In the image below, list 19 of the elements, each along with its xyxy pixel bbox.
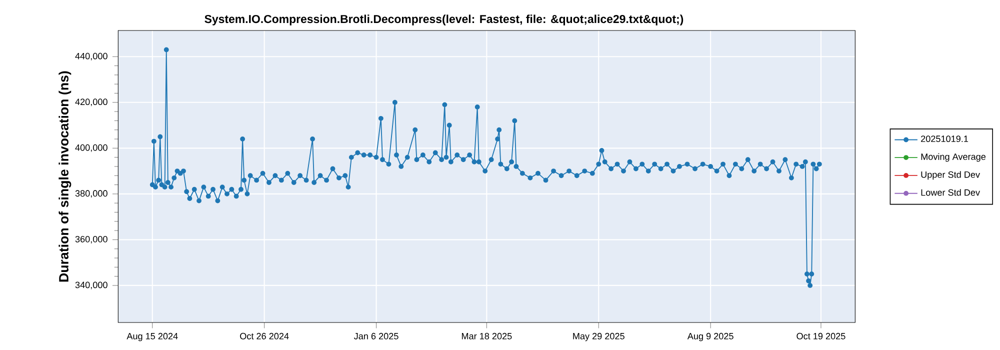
y-tick-label: 340,000 — [75, 282, 108, 290]
x-tick-label: May 29 2025 — [573, 332, 624, 342]
legend-label: Lower Std Dev — [921, 189, 980, 196]
x-tick-label: Jan 6 2025 — [354, 332, 398, 340]
x-tick-label: Oct 26 2024 — [240, 332, 289, 340]
y-tick-label: 380,000 — [75, 190, 108, 198]
x-tick-label: Aug 9 2025 — [687, 332, 734, 342]
chart-title: System.IO.Compression.Brotli.Decompress(level: Fastest, file: &quot;alice29.txt&quot;) — [204, 14, 684, 26]
y-tick-label: 360,000 — [75, 236, 108, 244]
legend-label: Upper Std Dev — [921, 171, 980, 180]
x-tick-label: Mar 18 2025 — [462, 332, 512, 340]
y-axis-title: Duration of single invocation (ns) — [58, 71, 72, 282]
x-tick-label: Oct 19 2025 — [796, 332, 846, 340]
legend-label: Moving Average — [921, 153, 986, 162]
y-tick-label: 420,000 — [75, 98, 108, 106]
y-tick-label: 400,000 — [75, 144, 108, 152]
x-tick-label: Aug 15 2024 — [126, 332, 178, 342]
y-tick-label: 440,000 — [75, 52, 108, 60]
legend-label: 20251019.1 — [921, 136, 968, 142]
